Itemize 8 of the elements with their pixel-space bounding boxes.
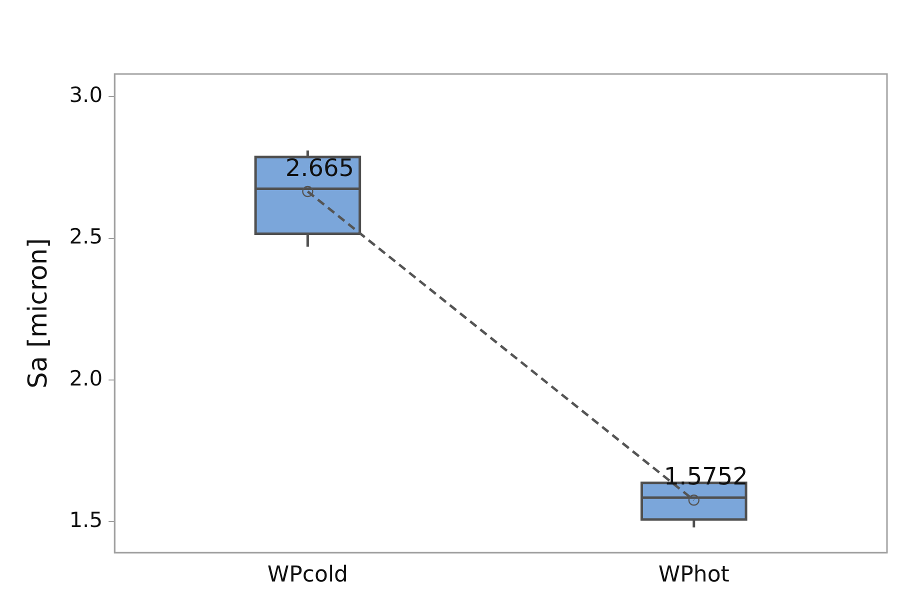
x-tick-label: WPcold xyxy=(267,562,348,588)
y-axis-title: Sa [micron] xyxy=(23,238,54,388)
y-tick-label: 1.5 xyxy=(69,508,103,532)
y-tick-label: 2.5 xyxy=(69,224,103,249)
x-tick-label: WPhot xyxy=(658,562,730,588)
y-tick-label: 3.0 xyxy=(69,83,103,108)
data-label: 2.665 xyxy=(285,154,354,182)
y-tick-label: 2.0 xyxy=(69,366,103,390)
